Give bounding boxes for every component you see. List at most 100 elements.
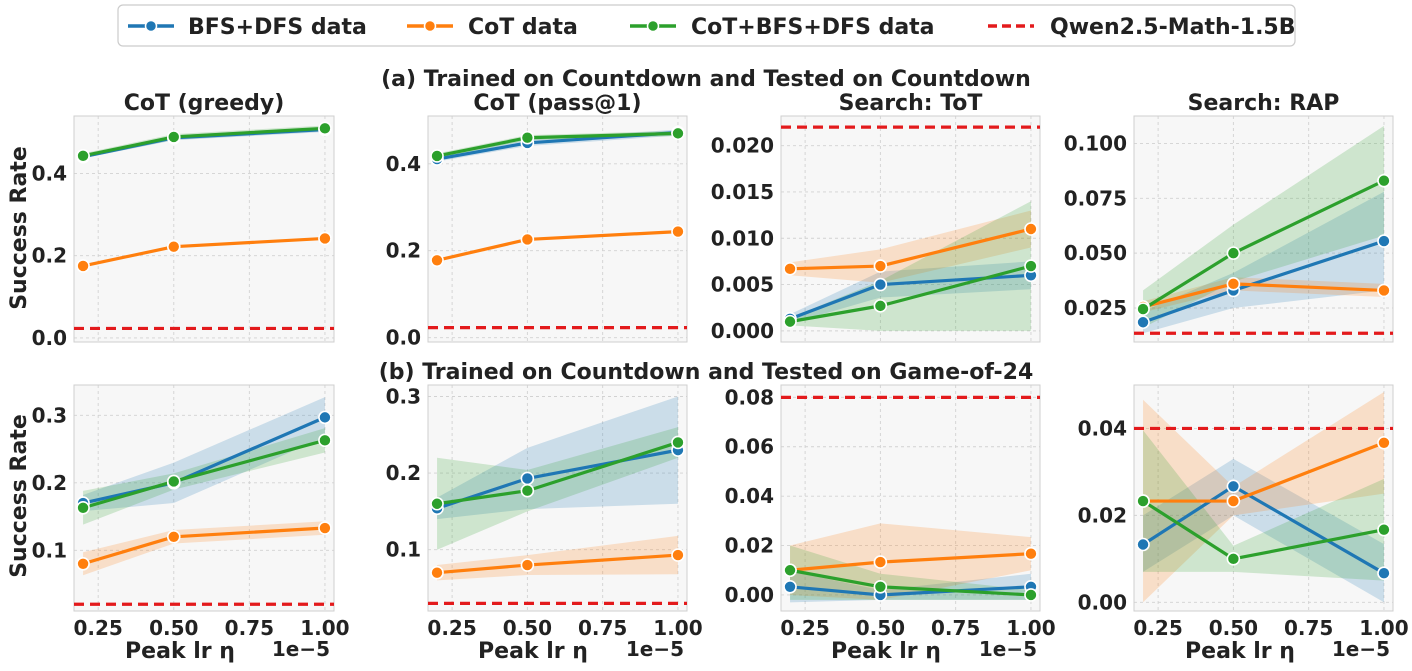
data-point-cot-bfs-dfs-data [1136, 302, 1150, 316]
data-point-bfs-dfs-data [1377, 234, 1391, 248]
y-tick-label: 0.4 [386, 152, 421, 176]
subplot-title: Search: RAP [1188, 91, 1340, 116]
data-point-cot-data [166, 529, 181, 544]
y-tick-label: 0.02 [725, 534, 774, 558]
data-point-cot-bfs-dfs-data [318, 433, 332, 448]
legend-item-cot: CoT data [407, 15, 578, 40]
ci-band-cot-bfs-dfs-data [437, 427, 678, 550]
plot-frame [1133, 384, 1394, 612]
subplot-1: 0.0 0.2 0.4 CoT (greedy) [32, 91, 335, 350]
data-point-cot-data [76, 556, 90, 571]
y-tick-label: 0.1 [386, 538, 421, 562]
x-tick-label: 0.75 [931, 616, 980, 640]
row-title-a: (a) Trained on Countdown and Tested on C… [381, 67, 1031, 92]
data-point-cot-data [520, 558, 535, 572]
subplot-title: Search: ToT [839, 91, 983, 116]
data-point-cot-data [430, 253, 444, 268]
y-tick-label: 0.06 [725, 435, 774, 459]
subplot-6: 0.1 0.2 0.3 0.25 0.50 0.75 1.00 [386, 384, 703, 640]
legend-item-qwen-baseline: Qwen2.5-Math-1.5B [988, 15, 1296, 40]
data-point-cot-bfs-dfs-data [318, 121, 332, 136]
data-point-bfs-dfs-data [1226, 479, 1241, 494]
x-tick-label: 0.50 [503, 616, 552, 640]
legend: BFS+DFS data CoT data CoT+BFS+DFS data Q… [117, 4, 1296, 47]
x-tick-label: 1.00 [300, 616, 349, 640]
xlabel: Peak lr η [125, 639, 235, 664]
legend-item-cot-bfs-dfs: CoT+BFS+DFS data [630, 15, 935, 40]
y-tick-label: 0.075 [1064, 186, 1127, 210]
data-point-cot-data [520, 232, 535, 247]
data-point-cot-bfs-dfs-data [1226, 552, 1241, 566]
plot-frame [73, 384, 335, 612]
y-tick-label: 0.015 [711, 180, 774, 204]
xlabel: Peak lr η [478, 639, 588, 664]
subplot-title: CoT (pass@1) [473, 91, 641, 116]
ci-band-cot-bfs-dfs-data [1143, 125, 1384, 328]
ci-band-bfs-dfs-data [1143, 458, 1384, 603]
ci-band-bfs-dfs-data [83, 397, 325, 512]
x-tick-label: 0.75 [578, 616, 627, 640]
ci-band-cot-bfs-dfs-data [83, 428, 325, 525]
y-tick-label: 0.3 [386, 384, 421, 408]
y-tick-label: 0.2 [32, 471, 67, 495]
data-point-bfs-dfs-data [1136, 315, 1150, 330]
plot-frame [780, 115, 1041, 343]
legend-marker [144, 19, 158, 33]
data-point-cot-data [783, 262, 797, 276]
plot-content [1134, 125, 1393, 335]
data-point-cot-data [1024, 546, 1038, 561]
data-point-cot-bfs-dfs-data [783, 314, 797, 329]
ci-band-bfs-dfs-data [790, 571, 1031, 603]
data-point-bfs-dfs-data [873, 277, 888, 292]
xscale-note: 1e−5 [1332, 637, 1390, 661]
y-tick-label: 0.0 [386, 326, 421, 350]
data-point-cot-data [318, 521, 332, 535]
data-point-cot-data [1226, 494, 1241, 508]
subplot-2: 0.0 0.2 0.4 CoT (pass@1) [386, 91, 688, 350]
legend-item-bfs-dfs: BFS+DFS data [128, 15, 367, 40]
x-tick-label: 1.00 [653, 616, 702, 640]
data-point-bfs-dfs-data [318, 410, 332, 425]
legend-frame [117, 4, 1296, 47]
y-tick-label: 0.3 [32, 403, 67, 427]
y-tick-label: 0.100 [1064, 131, 1127, 155]
ci-band-cot-data [1143, 277, 1384, 313]
data-point-cot-bfs-dfs-data [1136, 494, 1150, 508]
ci-band-cot-data [1143, 391, 1384, 603]
y-tick-label: 0.2 [32, 244, 67, 268]
data-point-cot-data [318, 231, 332, 246]
data-point-cot-bfs-dfs-data [520, 130, 535, 145]
plot-content [1134, 391, 1393, 603]
legend-label: Qwen2.5-Math-1.5B [1050, 15, 1296, 40]
plot-frame [73, 115, 335, 343]
data-point-cot-bfs-dfs-data [1377, 522, 1391, 537]
subplot-title: CoT (greedy) [124, 91, 285, 116]
data-point-cot-bfs-dfs-data [783, 563, 797, 578]
y-tick-label: 0.025 [1064, 296, 1127, 320]
xscale-note: 1e−5 [272, 637, 330, 661]
data-point-cot-bfs-dfs-data [1377, 173, 1391, 188]
x-tick-label: 0.50 [856, 616, 905, 640]
y-tick-label: 0.000 [711, 319, 774, 343]
plot-area [74, 116, 334, 342]
ci-band-bfs-dfs-data [83, 127, 325, 159]
data-point-cot-bfs-dfs-data [166, 474, 181, 489]
legend-marker [423, 19, 437, 33]
data-point-cot-data [430, 565, 444, 580]
xlabel: Peak lr η [831, 639, 941, 664]
y-tick-label: 0.00 [1078, 590, 1127, 614]
data-point-cot-data [1377, 436, 1391, 450]
y-tick-label: 0.04 [1078, 416, 1127, 440]
plot-frame [427, 384, 688, 612]
y-tick-label: 0.04 [725, 484, 774, 508]
subplot-5: 0.1 0.2 0.3 0.25 0.50 0.75 1.00 [32, 384, 350, 640]
y-tick-label: 0.020 [711, 134, 774, 158]
plot-area [781, 385, 1040, 611]
data-point-bfs-dfs-data [1136, 537, 1150, 552]
data-point-cot-bfs-dfs-data [1024, 588, 1038, 602]
y-tick-label: 0.2 [386, 461, 421, 485]
plot-area [1134, 116, 1393, 342]
x-tick-label: 1.00 [1359, 616, 1408, 640]
subplots: 0.0 0.2 0.4 CoT (greedy) 0.0 0.2 0.4 CoT (pass@… [32, 91, 1409, 640]
